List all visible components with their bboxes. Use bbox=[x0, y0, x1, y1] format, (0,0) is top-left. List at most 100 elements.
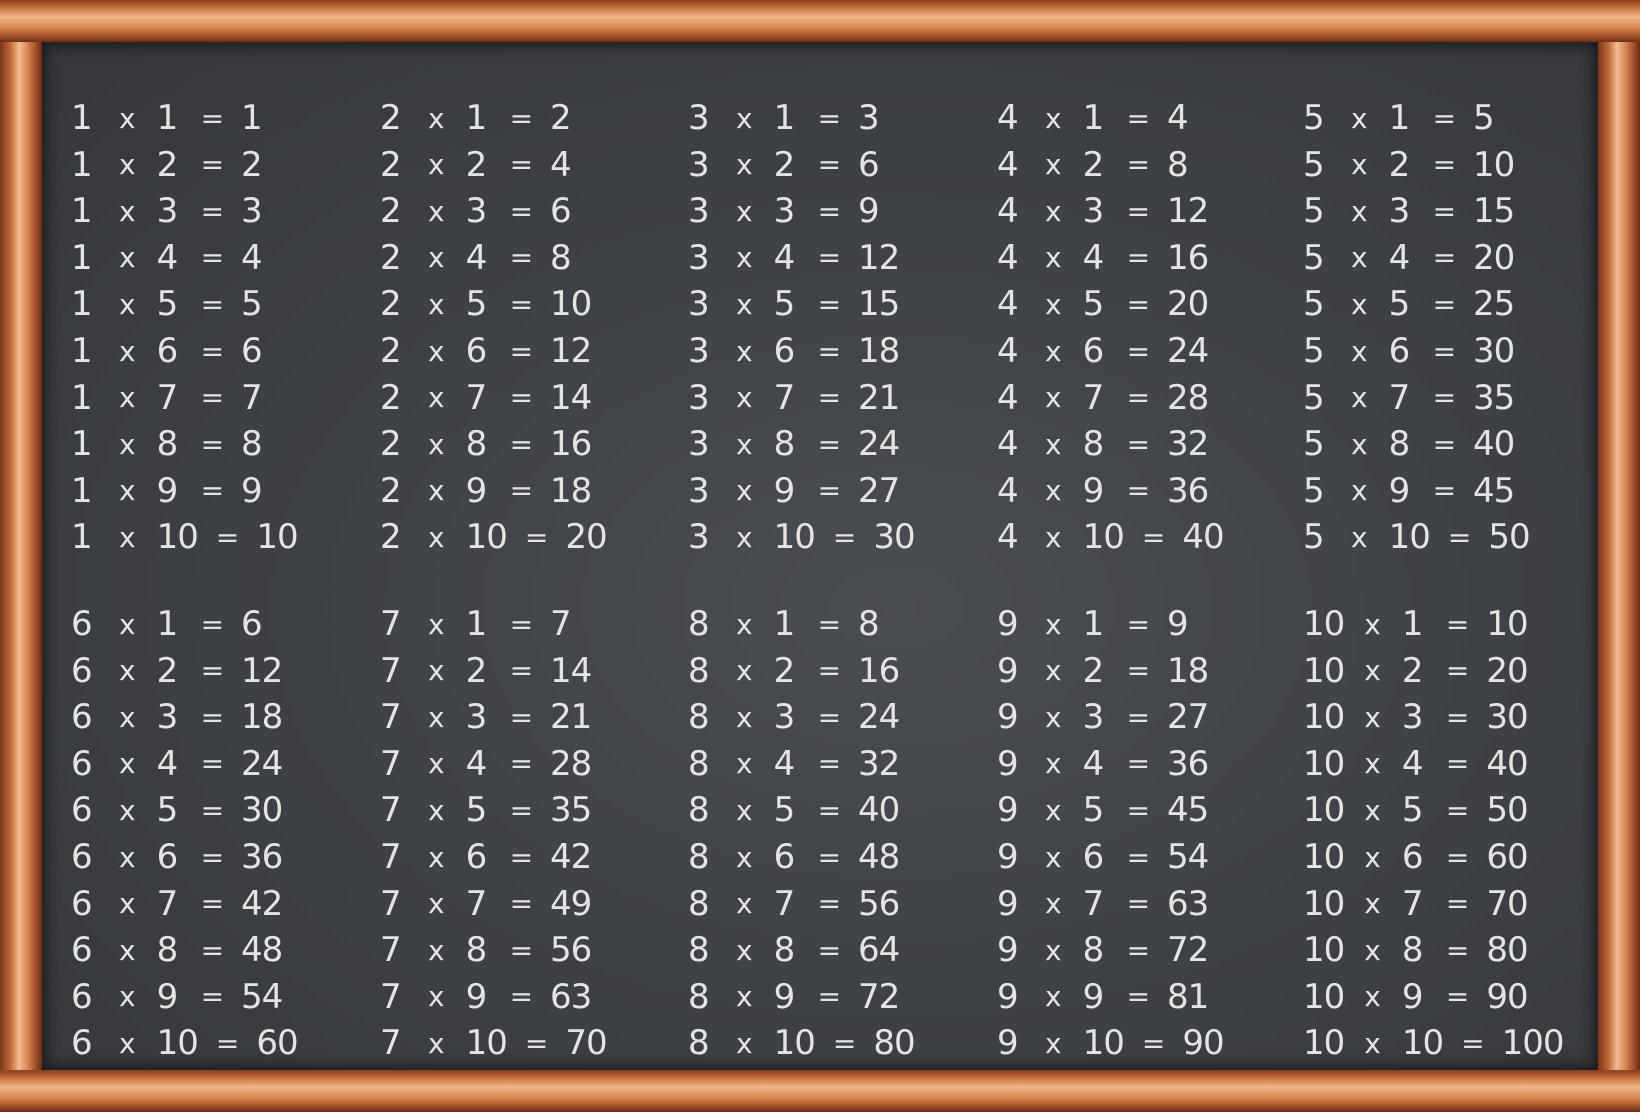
multiplier: 4 bbox=[156, 237, 179, 278]
equation-row: 3 x 3 = 9 bbox=[688, 191, 880, 232]
multiply-sign: x bbox=[736, 887, 753, 921]
equation-row: 10 x 6 = 60 bbox=[1303, 837, 1529, 877]
multiply-sign: x bbox=[428, 654, 445, 688]
multiply-sign: x bbox=[119, 654, 136, 688]
equation-row: 9 x 10 = 90 bbox=[997, 1023, 1225, 1064]
multiplier: 10 bbox=[156, 517, 199, 558]
equals-sign: = bbox=[509, 241, 533, 275]
equation-row: 6 x 7 = 42 bbox=[71, 883, 283, 924]
product: 40 bbox=[1182, 517, 1224, 558]
multiplier: 2 bbox=[465, 650, 488, 691]
multiply-sign: x bbox=[736, 607, 753, 641]
multiplier: 3 bbox=[156, 697, 179, 738]
equals-sign: = bbox=[509, 887, 533, 921]
equals-sign: = bbox=[817, 933, 841, 967]
product: 6 bbox=[858, 144, 880, 185]
multiplicand: 1 bbox=[71, 237, 93, 278]
multiplier: 6 bbox=[465, 331, 488, 371]
multiply-sign: x bbox=[119, 287, 136, 321]
multiplier: 7 bbox=[1388, 377, 1411, 418]
multiply-sign: x bbox=[119, 334, 136, 368]
multiplicand: 7 bbox=[380, 976, 402, 1017]
multiplicand: 4 bbox=[997, 517, 1019, 558]
multiplier: 4 bbox=[465, 743, 488, 784]
multiply-sign: x bbox=[1351, 241, 1368, 275]
multiplier: 6 bbox=[773, 837, 796, 877]
equals-sign: = bbox=[1126, 148, 1150, 182]
product: 24 bbox=[1167, 331, 1209, 371]
multiplicand: 4 bbox=[997, 470, 1019, 511]
multiply-sign: x bbox=[1364, 793, 1381, 827]
product: 21 bbox=[858, 377, 900, 418]
equation-row: 9 x 8 = 72 bbox=[997, 930, 1209, 970]
multiply-sign: x bbox=[428, 148, 445, 182]
product: 10 bbox=[550, 284, 592, 325]
product: 40 bbox=[1486, 743, 1528, 784]
product: 56 bbox=[858, 883, 900, 924]
multiplier: 6 bbox=[1401, 837, 1424, 877]
multiply-sign: x bbox=[1364, 980, 1381, 1014]
multiplier: 3 bbox=[1082, 697, 1105, 738]
equals-sign: = bbox=[509, 381, 533, 415]
multiplicand: 10 bbox=[1303, 650, 1345, 691]
multiplicand: 3 bbox=[688, 517, 710, 558]
equation-row: 4 x 8 = 32 bbox=[997, 424, 1209, 464]
product: 64 bbox=[858, 930, 900, 971]
multiply-sign: x bbox=[736, 520, 753, 554]
product: 4 bbox=[550, 144, 572, 185]
multiplier: 9 bbox=[1401, 976, 1424, 1017]
multiply-sign: x bbox=[428, 607, 445, 641]
equals-sign: = bbox=[817, 747, 841, 781]
multiplicand: 10 bbox=[1303, 930, 1345, 971]
equation-row: 3 x 10 = 30 bbox=[688, 517, 916, 558]
product: 48 bbox=[858, 837, 900, 877]
multiplicand: 5 bbox=[1303, 470, 1325, 511]
equation-row: 7 x 4 = 28 bbox=[380, 743, 592, 784]
equals-sign: = bbox=[1445, 607, 1469, 641]
equals-sign: = bbox=[1141, 1026, 1165, 1060]
product: 100 bbox=[1501, 1023, 1565, 1064]
equals-sign: = bbox=[817, 654, 841, 688]
multiply-sign: x bbox=[736, 840, 753, 874]
equals-sign: = bbox=[1445, 654, 1469, 688]
equation-row: 5 x 4 = 20 bbox=[1303, 238, 1515, 278]
product: 9 bbox=[1167, 604, 1189, 644]
multiplicand: 1 bbox=[71, 144, 93, 185]
equals-sign: = bbox=[1461, 1026, 1484, 1060]
multiplier: 8 bbox=[1401, 930, 1424, 971]
multiplier: 2 bbox=[1082, 650, 1105, 691]
product: 90 bbox=[1486, 976, 1528, 1017]
frame-bottom bbox=[0, 1070, 1640, 1112]
multiply-sign: x bbox=[1364, 933, 1381, 967]
product: 30 bbox=[241, 790, 283, 831]
equals-sign: = bbox=[1126, 334, 1150, 368]
multiplicand: 3 bbox=[688, 191, 710, 232]
equals-sign: = bbox=[1445, 933, 1469, 967]
multiplicand: 10 bbox=[1303, 837, 1345, 877]
multiplier: 9 bbox=[773, 976, 796, 1017]
multiplicand: 5 bbox=[1303, 191, 1325, 232]
multiply-sign: x bbox=[1045, 607, 1062, 641]
equation-row: 1 x 2 = 2 bbox=[71, 144, 263, 185]
equals-sign: = bbox=[1141, 520, 1165, 554]
multiplier: 10 bbox=[1082, 1023, 1125, 1064]
equals-sign: = bbox=[200, 427, 224, 461]
product: 8 bbox=[241, 424, 263, 465]
multiplicand: 7 bbox=[380, 650, 402, 691]
multiplier: 1 bbox=[1388, 98, 1411, 138]
equals-sign: = bbox=[509, 474, 533, 508]
multiply-sign: x bbox=[1045, 427, 1062, 461]
equals-sign: = bbox=[1126, 241, 1150, 275]
multiplicand: 3 bbox=[688, 470, 710, 511]
equals-sign: = bbox=[1126, 287, 1150, 321]
equation-row: 7 x 7 = 49 bbox=[380, 884, 592, 924]
equation-row: 10 x 1 = 10 bbox=[1303, 604, 1529, 644]
equals-sign: = bbox=[817, 334, 841, 368]
multiply-sign: x bbox=[1351, 287, 1368, 321]
equals-sign: = bbox=[1432, 474, 1456, 508]
multiplier: 7 bbox=[156, 883, 179, 924]
multiply-sign: x bbox=[1045, 654, 1062, 688]
multiply-sign: x bbox=[736, 194, 753, 228]
product: 60 bbox=[1486, 837, 1528, 877]
product: 15 bbox=[858, 284, 900, 325]
